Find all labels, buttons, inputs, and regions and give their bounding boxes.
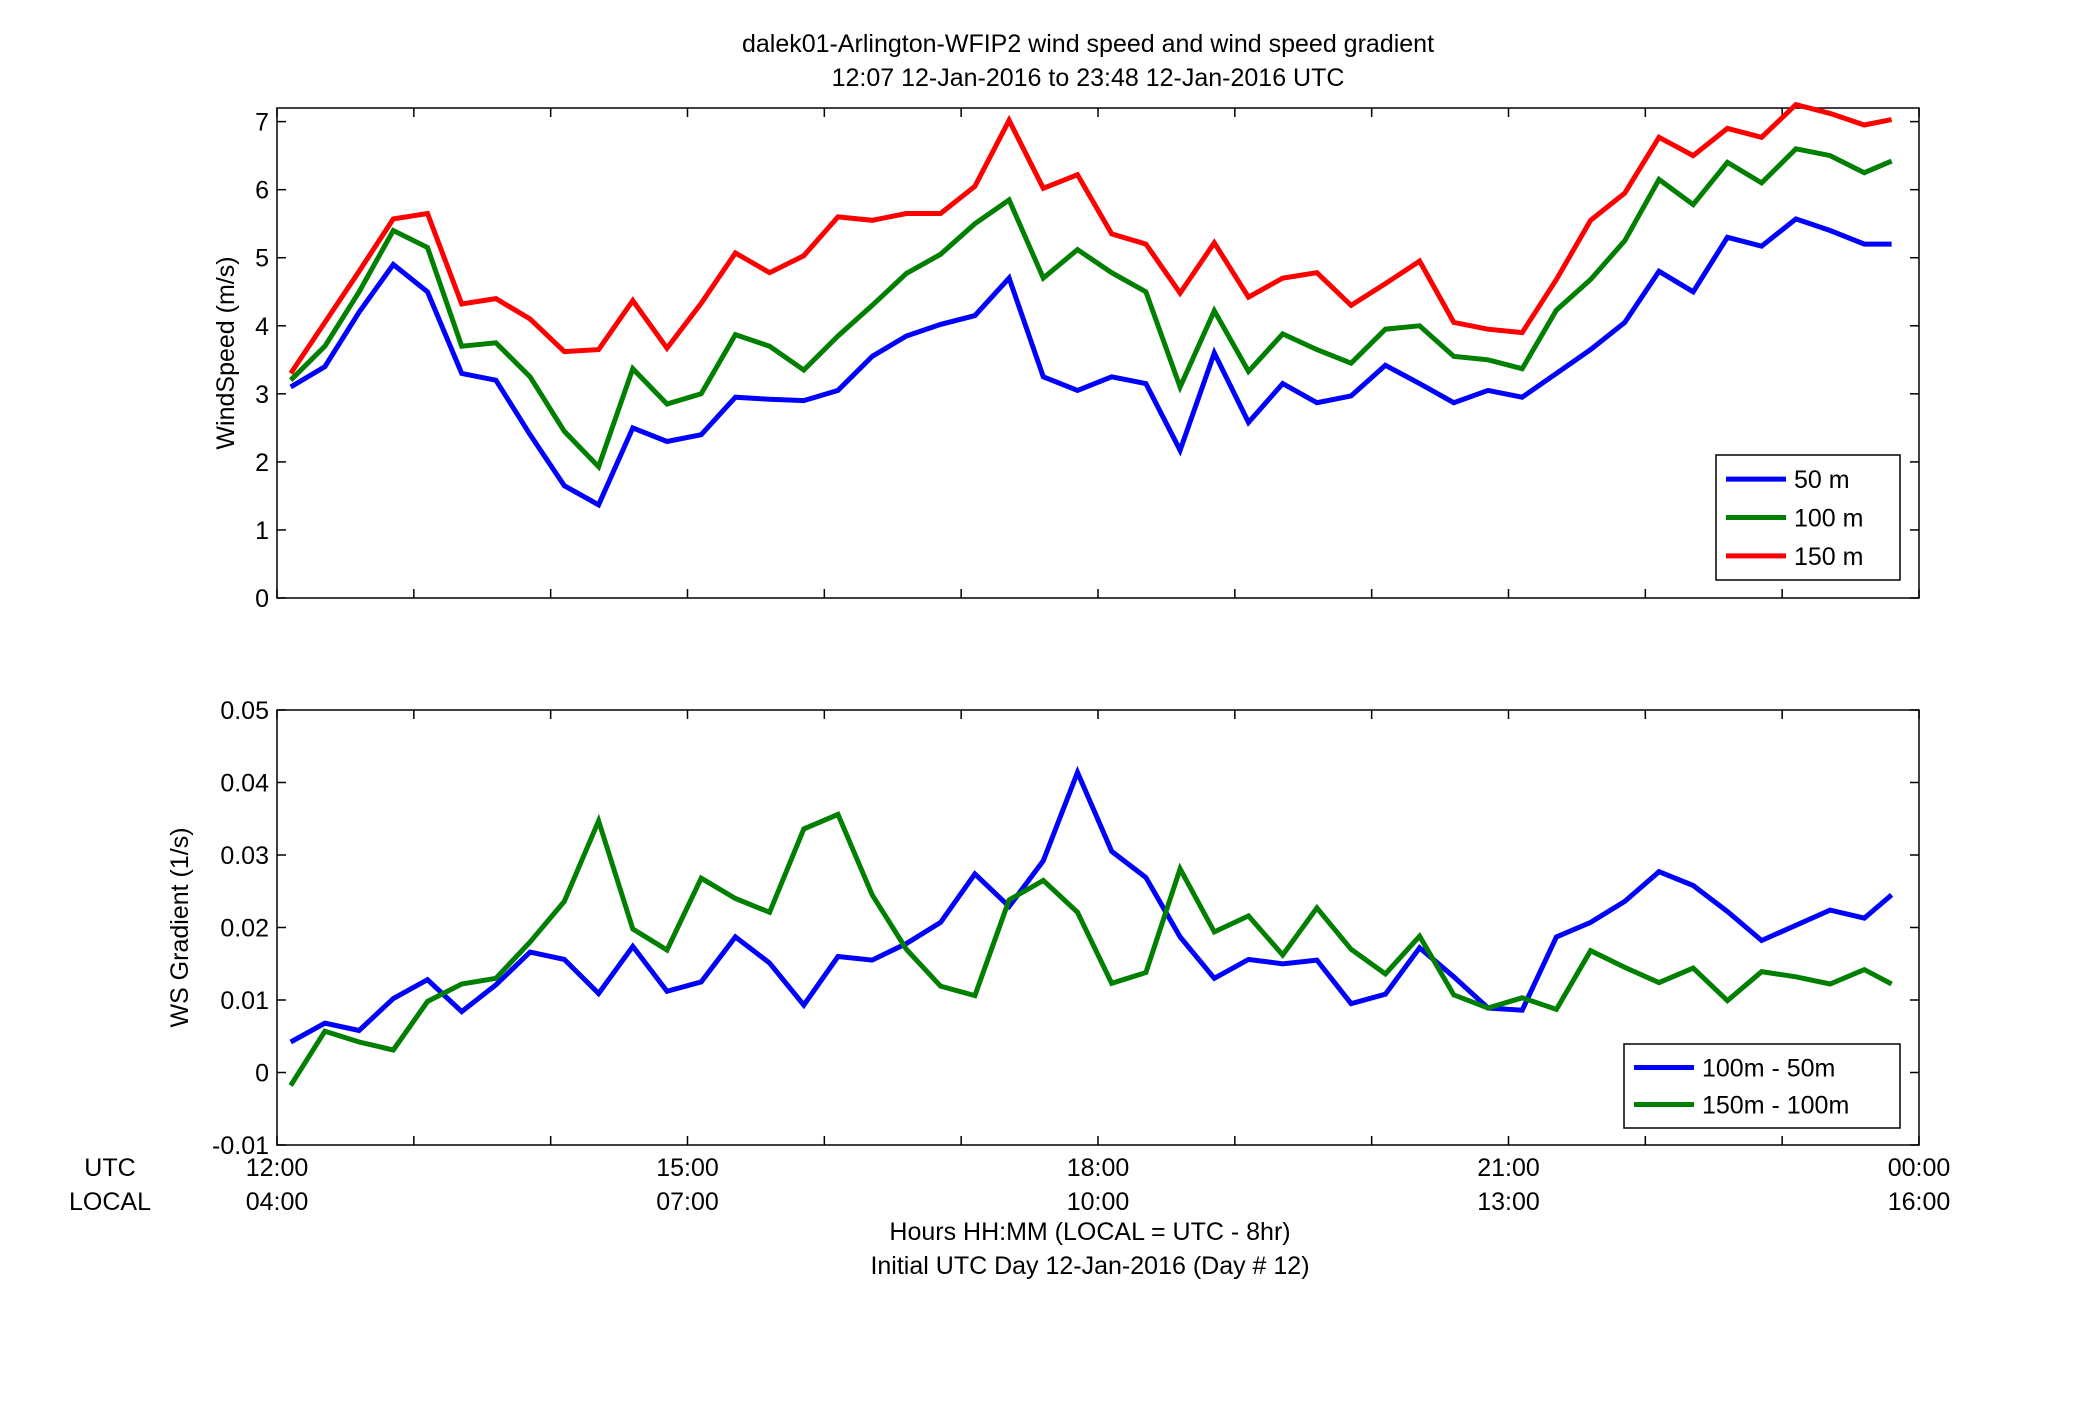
grad-y-tick-label: 0.02 xyxy=(220,915,269,943)
x-tick-label-utc: 00:00 xyxy=(1888,1154,1951,1182)
x-tick-label-utc: 21:00 xyxy=(1477,1154,1540,1182)
grad-y-tick-label: 0.05 xyxy=(220,697,269,725)
ws-legend-label-0: 50 m xyxy=(1794,466,1850,494)
ws-y-tick-label: 5 xyxy=(255,245,269,273)
ws-y-tick-label: 3 xyxy=(255,381,269,409)
chart-title-line2: 12:07 12-Jan-2016 to 23:48 12-Jan-2016 U… xyxy=(832,64,1345,92)
ws-y-tick-label: 7 xyxy=(255,109,269,137)
ws-legend-label-1: 100 m xyxy=(1794,505,1863,533)
grad-y-tick-label: 0 xyxy=(255,1060,269,1088)
local-row-label: LOCAL xyxy=(69,1188,151,1216)
ws-series-line-2 xyxy=(288,101,1893,375)
ws-y-axis-label: WindSpeed (m/s) xyxy=(212,256,240,449)
chart-title-line1: dalek01-Arlington-WFIP2 wind speed and w… xyxy=(742,30,1434,58)
x-tick-label-utc: 18:00 xyxy=(1067,1154,1130,1182)
ws-y-tick-label: 2 xyxy=(255,449,269,477)
x-axis-label-line2: Initial UTC Day 12-Jan-2016 (Day # 12) xyxy=(870,1252,1309,1280)
ws-legend: 50 m 100 m 150 m xyxy=(1715,454,1901,581)
x-tick-label-utc: 12:00 xyxy=(246,1154,309,1182)
ws-y-tick-label: 4 xyxy=(255,313,269,341)
x-tick-label-local: 16:00 xyxy=(1888,1188,1951,1216)
grad-y-tick-label: -0.01 xyxy=(212,1132,269,1160)
ws-y-tick-label: 1 xyxy=(255,517,269,545)
x-tick-label-local: 04:00 xyxy=(246,1188,309,1216)
gradient-panel: -0.01 0 0.01 0.02 0.03 0.04 0.05 WS Gradient (1… xyxy=(166,697,1920,1160)
x-tick-label-local: 13:00 xyxy=(1477,1188,1540,1216)
grad-y-tick-label: 0.04 xyxy=(220,770,269,798)
grad-y-tick-label: 0.03 xyxy=(220,842,269,870)
x-tick-label-local: 07:00 xyxy=(656,1188,719,1216)
ws-series-line-1 xyxy=(288,146,1893,472)
grad-y-axis-label: WS Gradient (1/s) xyxy=(166,827,194,1027)
ws-y-tick-label: 6 xyxy=(255,177,269,205)
x-tick-labels: 12:00 04:00 15:00 07:00 18:00 10:00 21:00 13:00… xyxy=(246,1154,1951,1216)
ws-series-line-0 xyxy=(289,216,1892,509)
grad-y-tick-label: 0.01 xyxy=(220,987,269,1015)
grad-series-line-1 xyxy=(288,811,1893,1087)
windspeed-panel: 0 1 2 3 4 5 6 7 WindSpeed (m/s) 50 m 100 m 150 m xyxy=(212,101,1920,613)
grad-series-line-0 xyxy=(289,765,1894,1045)
x-axis-label-line1: Hours HH:MM (LOCAL = UTC - 8hr) xyxy=(889,1218,1290,1246)
x-tick-label-utc: 15:00 xyxy=(656,1154,719,1182)
ws-y-tick-label: 0 xyxy=(255,585,269,613)
x-tick-label-local: 10:00 xyxy=(1067,1188,1130,1216)
grad-legend-label-0: 100m - 50m xyxy=(1702,1055,1835,1083)
utc-row-label: UTC xyxy=(84,1154,135,1182)
grad-legend-box xyxy=(1623,1043,1901,1129)
grad-legend-label-1: 150m - 100m xyxy=(1702,1092,1849,1120)
grad-legend: 100m - 50m 150m - 100m xyxy=(1623,1043,1901,1129)
ws-legend-label-2: 150 m xyxy=(1794,543,1863,571)
